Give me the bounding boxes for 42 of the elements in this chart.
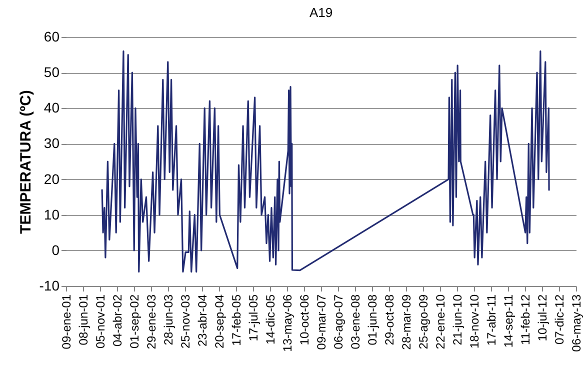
x-tick-label: 06-ago-07 (332, 294, 346, 350)
y-tick-label: -10 (39, 278, 60, 294)
x-tick-label: 23-abr-04 (196, 294, 210, 347)
x-tick-label: 28-mar-09 (400, 294, 414, 350)
x-tick-label: 04-abr-02 (110, 294, 124, 347)
x-tick-label: 14-sep-11 (502, 294, 516, 348)
x-tick-label: 01-jun-08 (366, 294, 380, 346)
x-tick-label: 09-ene-01 (60, 294, 74, 350)
y-tick-label: 40 (44, 100, 60, 116)
x-tick-label: 10-oct-06 (298, 294, 312, 346)
x-tick-label: 18-nov-10 (468, 294, 482, 349)
y-tick-label: 10 (44, 206, 60, 222)
x-tick-label: 20-sep-04 (212, 294, 226, 349)
x-tick-label: 29-ene-03 (144, 294, 158, 350)
y-tick-label: 0 (52, 242, 60, 258)
x-tick-label: 06-may-13 (570, 294, 584, 352)
x-tick-label: 10-jul-12 (536, 294, 550, 342)
x-tick-label: 13-may-06 (280, 294, 294, 352)
y-tick-label: 30 (44, 135, 60, 152)
x-tick-label: 11-feb-12 (518, 294, 532, 345)
x-tick-label: 08-jun-01 (76, 294, 90, 346)
x-tick-label: 17-feb-05 (230, 294, 244, 346)
x-tick-label: 05-nov-01 (94, 294, 108, 349)
y-tick-label: 60 (44, 28, 60, 44)
y-tick-label: 20 (44, 170, 60, 187)
x-tick-label: 21-jun-10 (450, 294, 464, 346)
line-series (101, 50, 550, 273)
y-tick-label: 50 (44, 64, 60, 80)
x-tick-label: 29-oct-08 (382, 294, 396, 346)
x-tick-label: 28-jun-03 (162, 294, 176, 346)
x-tick-label: 07-dic-12 (552, 294, 566, 345)
x-tick-label: 03-ene-08 (348, 294, 362, 350)
x-tick-label: 25-nov-03 (178, 294, 192, 349)
x-tick-label: 17-jul-05 (246, 294, 260, 342)
chart-title: A19 (309, 5, 333, 20)
x-tick-label: 14-dic-05 (264, 294, 278, 345)
x-tick-label: 22-ene-10 (434, 294, 448, 350)
y-axis-title: TEMPERATURA (ºC) (17, 90, 34, 234)
x-tick-label: 01-sep-02 (128, 294, 142, 349)
x-tick-label: 25-ago-09 (416, 294, 430, 350)
x-tick-label: 09-mar-07 (314, 294, 328, 350)
x-tick-label: 17-abr-11 (484, 294, 498, 346)
